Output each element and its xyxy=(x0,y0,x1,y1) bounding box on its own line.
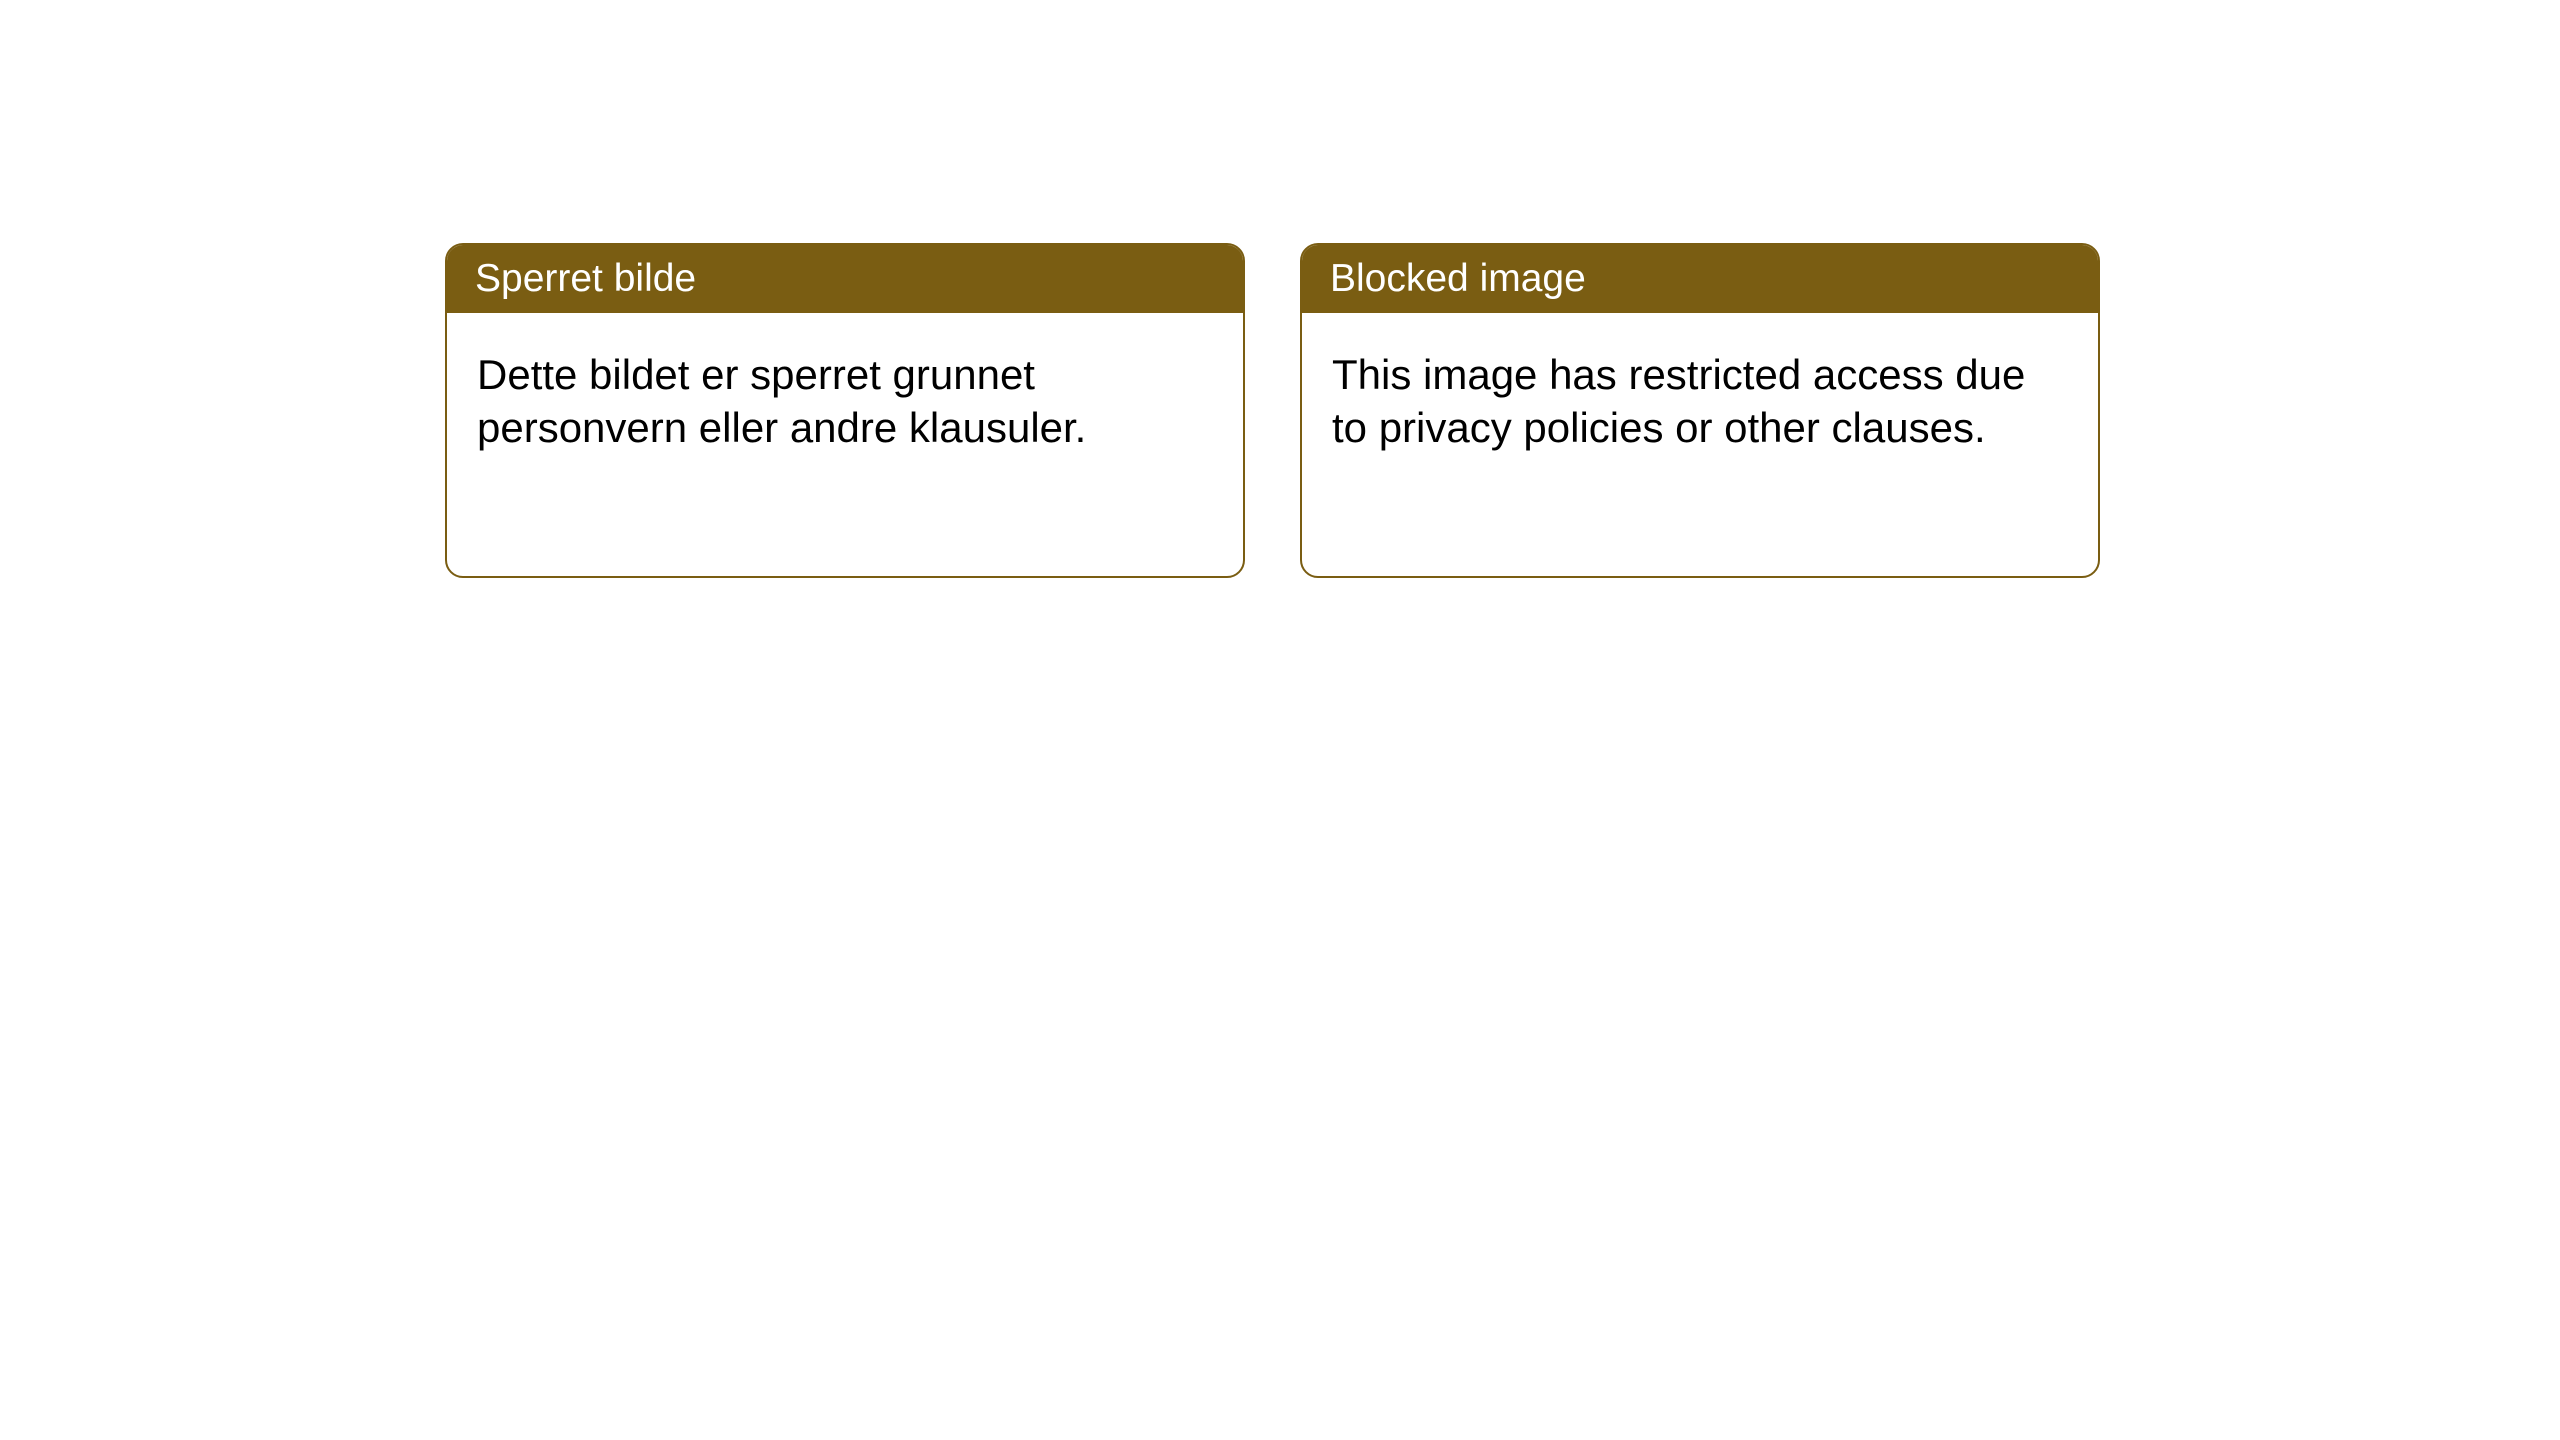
card-message: Dette bildet er sperret grunnet personve… xyxy=(477,349,1213,454)
notice-cards-container: Sperret bilde Dette bildet er sperret gr… xyxy=(445,243,2100,578)
card-header: Blocked image xyxy=(1302,245,2098,313)
card-body: This image has restricted access due to … xyxy=(1302,313,2098,490)
notice-card-norwegian: Sperret bilde Dette bildet er sperret gr… xyxy=(445,243,1245,578)
notice-card-english: Blocked image This image has restricted … xyxy=(1300,243,2100,578)
card-body: Dette bildet er sperret grunnet personve… xyxy=(447,313,1243,490)
card-title: Sperret bilde xyxy=(475,257,696,300)
card-header: Sperret bilde xyxy=(447,245,1243,313)
card-title: Blocked image xyxy=(1330,257,1586,300)
card-message: This image has restricted access due to … xyxy=(1332,349,2068,454)
